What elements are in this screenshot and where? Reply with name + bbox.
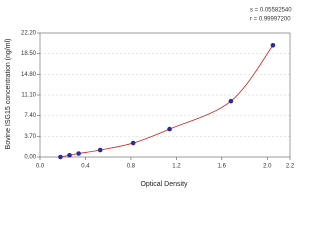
y-tick-label: 3.70 bbox=[24, 134, 36, 140]
annotation: s = 0.05582540 bbox=[250, 8, 292, 14]
data-point bbox=[76, 151, 81, 156]
data-point bbox=[270, 42, 276, 48]
plot-frame bbox=[39, 32, 291, 158]
data-point bbox=[67, 152, 72, 158]
data-point bbox=[167, 126, 172, 132]
y-tick-label: 18.50 bbox=[21, 51, 37, 57]
y-tick-label: 11.10 bbox=[21, 93, 36, 99]
x-tick-label: 2.0 bbox=[263, 164, 272, 170]
y-axis-label: Bovine ISG15 concentration (ng/ml) bbox=[5, 39, 12, 150]
annotation: r = 0.99997200 bbox=[250, 17, 291, 23]
data-point bbox=[97, 147, 103, 153]
data-point bbox=[130, 140, 136, 146]
x-tick-label: 0.0 bbox=[36, 164, 45, 170]
y-tick-label: 7.40 bbox=[24, 113, 36, 119]
chart: Optical Density Bovine ISG15 concentrati… bbox=[0, 0, 300, 200]
x-tick-label: 0.4 bbox=[81, 164, 90, 170]
x-axis-label: Optical Density bbox=[140, 181, 188, 188]
data-point bbox=[228, 98, 234, 104]
background bbox=[0, 0, 300, 200]
x-tick-label: 0.8 bbox=[127, 164, 136, 170]
x-tick-label: 1.2 bbox=[172, 164, 181, 170]
x-tick-label: 1.6 bbox=[218, 164, 227, 170]
x-tick-label: 2.2 bbox=[286, 164, 295, 170]
y-tick-label: 0.00 bbox=[24, 155, 36, 161]
y-tick-label: 22.20 bbox=[21, 31, 37, 37]
data-point bbox=[58, 154, 63, 160]
y-tick-label: 14.80 bbox=[21, 72, 37, 78]
